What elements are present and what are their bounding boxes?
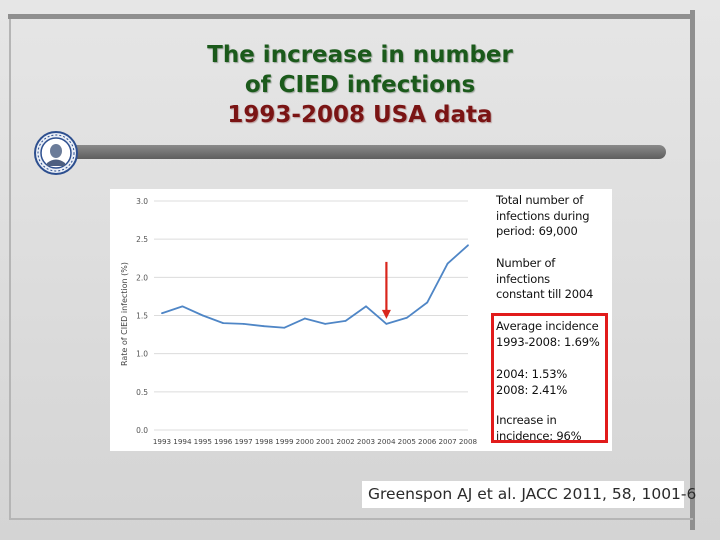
highlight-box: [491, 313, 608, 443]
data-point: [467, 244, 469, 247]
data-point: [385, 322, 388, 325]
note-increase-line: incidence: 96%: [496, 428, 582, 443]
series-line: [161, 244, 469, 329]
data-point: [344, 319, 347, 322]
note-constant: Number of infections constant till 2004: [496, 256, 612, 303]
citation: Greenspon AJ et al. JACC 2011, 58, 1001-…: [362, 481, 696, 508]
line-chart: 0.00.51.01.52.02.53.0 1993 1994 1995 1996 19…: [110, 189, 490, 451]
data-point: [242, 322, 245, 325]
title-line-1: The increase in number: [207, 42, 513, 68]
note-rates-line: 2008: 2.41%: [496, 382, 568, 397]
note-increase-line: Increase in: [496, 413, 557, 427]
data-point: [181, 305, 184, 308]
note-total: Total number of infections during period…: [496, 193, 612, 240]
x-tick-label: 2007: [438, 437, 456, 446]
x-tick-label: 2008: [459, 437, 478, 446]
data-point: [222, 322, 225, 325]
x-tick-label: 2001: [316, 437, 334, 446]
note-average: Average incidence 1993-2008: 1.69%: [496, 319, 612, 350]
data-point: [365, 305, 367, 308]
data-point: [324, 322, 327, 325]
gridlines: [154, 200, 468, 431]
note-constant-line: infections: [496, 271, 550, 286]
note-increase: Increase in incidence: 96%: [496, 413, 612, 444]
annotation-layer: [381, 261, 391, 319]
frame-right-border: [690, 10, 695, 530]
university-seal-icon: [34, 131, 78, 175]
data-point: [446, 262, 449, 265]
title-divider-bar: [68, 145, 666, 159]
x-tick-label: 1993: [153, 437, 171, 446]
y-tick-label: 1.5: [136, 312, 148, 321]
data-point: [283, 326, 286, 329]
y-tick-label: 2.5: [136, 235, 148, 244]
title-line-2: of CIED infections: [244, 72, 476, 98]
frame-left-border: [9, 19, 11, 519]
note-total-line: Total number of: [496, 193, 584, 207]
frame-bottom-border: [9, 518, 693, 520]
x-tick-label: 2002: [336, 437, 354, 446]
x-tick-label: 1999: [275, 437, 294, 446]
slide-title: The increase in number of CIED infection…: [160, 40, 560, 130]
y-tick-label: 0.5: [136, 388, 148, 397]
data-point: [161, 312, 163, 315]
y-tick-label: 0.0: [136, 426, 148, 435]
data-point: [201, 314, 204, 317]
title-line-3: 1993-2008 USA data: [227, 102, 493, 128]
data-point: [303, 317, 306, 320]
x-tick-labels: 1993 1994 1995 1996 1997 1998 1999 2000 2001 2002…: [153, 437, 478, 446]
y-tick-label: 1.0: [136, 350, 148, 359]
figure-panel: 0.0 0.5 1.0 1.5 2.0 2.5 3.0 1993 1994 1995 1996 19…: [110, 189, 612, 451]
frame-top-border: [8, 14, 692, 19]
note-constant-line: constant till 2004: [496, 287, 594, 301]
x-tick-label: 2005: [398, 437, 416, 446]
y-tick-label: 3.0: [136, 197, 148, 206]
note-constant-line: Number of: [496, 256, 556, 270]
note-total-line: period: 69,000: [496, 224, 578, 238]
x-tick-label: 1997: [234, 437, 252, 446]
note-average-line: Average incidence: [496, 319, 599, 333]
y-axis-label: Rate of CIED infection (%): [120, 262, 129, 366]
y-tick-label: 2.0: [136, 273, 148, 282]
x-tick-label: 1995: [194, 437, 212, 446]
notes-panel: Total number of infections during period…: [490, 189, 612, 451]
note-rates: 2004: 1.53% 2008: 2.41%: [496, 367, 612, 398]
x-tick-label: 2000: [296, 437, 315, 446]
note-total-line: infections during: [496, 208, 590, 223]
x-tick-label: 2004: [377, 437, 396, 446]
x-tick-label: 1998: [255, 437, 274, 446]
data-point: [426, 301, 429, 304]
x-tick-label: 2003: [357, 437, 375, 446]
note-rates-line: 2004: 1.53%: [496, 367, 568, 381]
data-point: [263, 325, 265, 328]
annotation-arrow-head: [381, 309, 391, 319]
data-point: [405, 316, 408, 319]
x-tick-label: 1994: [173, 437, 192, 446]
x-tick-label: 1996: [214, 437, 233, 446]
x-tick-label: 2006: [418, 437, 437, 446]
y-tick-labels: 0.0 0.5 1.0 1.5 2.0 2.5 3.0: [136, 197, 148, 435]
note-average-line: 1993-2008: 1.69%: [496, 334, 600, 349]
series-layer: [161, 244, 469, 329]
